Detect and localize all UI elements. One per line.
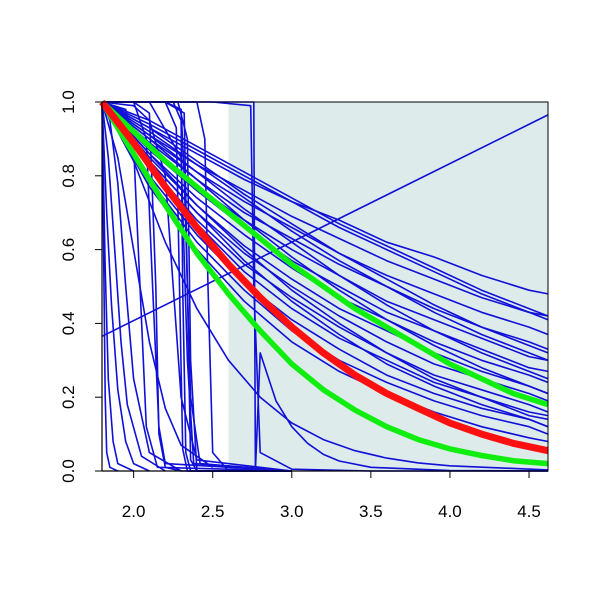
y-tick-label-4: 0.8 <box>59 164 78 188</box>
blue-curve-38 <box>101 101 134 472</box>
x-tick-label-1: 2.5 <box>201 502 225 521</box>
blue-curve-36 <box>101 101 166 472</box>
red-curve-45 <box>99 99 549 455</box>
y-tick-label-3: 0.6 <box>59 238 78 262</box>
x-tick-label-5: 4.5 <box>517 502 541 521</box>
blue-curve-35 <box>101 101 182 472</box>
y-tick-label-2: 0.4 <box>59 312 78 336</box>
blue-curve-0 <box>101 114 549 338</box>
y-tick-label-0: 0.0 <box>59 459 78 483</box>
blue-curve-24 <box>102 101 549 472</box>
y-tick-label-1: 0.2 <box>59 385 78 409</box>
blue-curve-12 <box>101 101 549 428</box>
axes-layer: 2.0 2.5 3.0 3.5 4.0 4.5 0.0 0.2 0.4 0.6 0.8 1.0 <box>59 90 548 521</box>
blue-curve-37 <box>101 101 150 472</box>
blue-curve-39 <box>101 101 119 472</box>
x-tick-label-4: 4.0 <box>438 502 462 521</box>
green-curve-43 <box>100 99 549 408</box>
green-curves-layer <box>99 99 549 467</box>
blue-curve-40 <box>101 101 292 472</box>
green-curve-44 <box>99 100 549 467</box>
blue-curve-23 <box>101 101 549 471</box>
blue-curve-42 <box>101 101 214 468</box>
red-curve-layer <box>99 99 549 455</box>
x-tick-label-3: 3.5 <box>359 502 383 521</box>
blue-curves-layer <box>101 101 549 472</box>
x-tick-label-2: 3.0 <box>280 502 304 521</box>
y-tick-label-5: 1.0 <box>59 90 78 114</box>
x-tick-label-0: 2.0 <box>122 502 146 521</box>
